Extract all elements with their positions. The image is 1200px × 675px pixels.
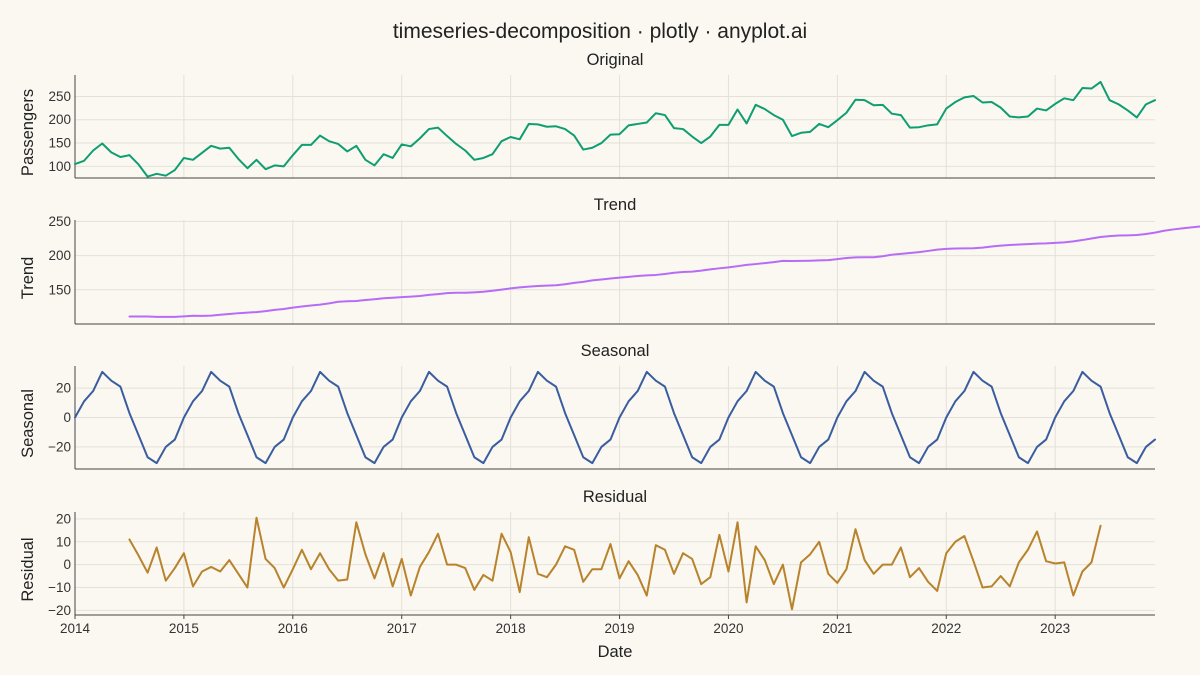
x-tick-label: 2015 <box>169 621 199 636</box>
x-tick-label: 2019 <box>605 621 635 636</box>
y-tick-label: 150 <box>48 282 71 297</box>
panel-trend: 150 200 250 Trend Trend <box>19 196 1200 325</box>
x-tick-label: 2018 <box>496 621 526 636</box>
y-tick-label: 0 <box>63 410 71 425</box>
y-tick-label: 200 <box>48 248 71 263</box>
subplot-panels: 100150200250OriginalPassengers150200250T… <box>19 51 1200 618</box>
series-line-trend <box>128 225 1200 318</box>
subplot-title: Original <box>587 51 644 69</box>
chart-title: timeseries-decomposition · plotly · anyp… <box>393 20 807 43</box>
subplot-title: Residual <box>583 488 647 506</box>
x-tick-label: 2014 <box>60 621 91 636</box>
y-axis-title: Residual <box>19 537 37 601</box>
x-tick-label: 2016 <box>278 621 308 636</box>
y-tick-label: 20 <box>56 381 71 396</box>
y-tick-label: −20 <box>48 439 71 454</box>
y-axis-title: Passengers <box>19 89 37 176</box>
x-tick-label: 2023 <box>1040 621 1070 636</box>
x-tick-label: 2021 <box>822 621 852 636</box>
x-tick-label: 2017 <box>387 621 417 636</box>
y-tick-label: 250 <box>48 214 71 229</box>
y-axis-title: Trend <box>19 257 37 300</box>
panel-residual: −20 −10 0 10 20 Residual Residual <box>19 488 1155 618</box>
x-tick-label: 2020 <box>713 621 743 636</box>
y-tick-label: 200 <box>48 112 71 127</box>
y-tick-label: −10 <box>48 580 71 595</box>
subplot-title: Seasonal <box>581 342 650 360</box>
x-tick-label: 2022 <box>931 621 961 636</box>
y-tick-label: 10 <box>56 534 71 549</box>
series-line-seasonal <box>74 370 1156 465</box>
subplot-title: Trend <box>594 196 637 214</box>
y-tick-label: 20 <box>56 511 71 526</box>
y-tick-label: 250 <box>48 89 71 104</box>
series-line-residual <box>128 516 1102 611</box>
panel-original: 100 150 200 250 Original Passengers <box>19 51 1156 179</box>
panel-seasonal: −20 0 20 Seasonal Seasonal <box>19 342 1156 470</box>
x-axis: 2014 2015 2016 2017 2018 2019 2020 2021 2022 2023 <box>60 615 1070 636</box>
series-line-original <box>74 80 1156 178</box>
y-tick-label: 0 <box>63 557 71 572</box>
y-tick-label: 100 <box>48 159 71 174</box>
x-axis-title: Date <box>598 643 633 661</box>
y-axis-title: Seasonal <box>19 389 37 458</box>
y-tick-label: −20 <box>48 603 71 618</box>
y-tick-label: 150 <box>48 136 71 151</box>
